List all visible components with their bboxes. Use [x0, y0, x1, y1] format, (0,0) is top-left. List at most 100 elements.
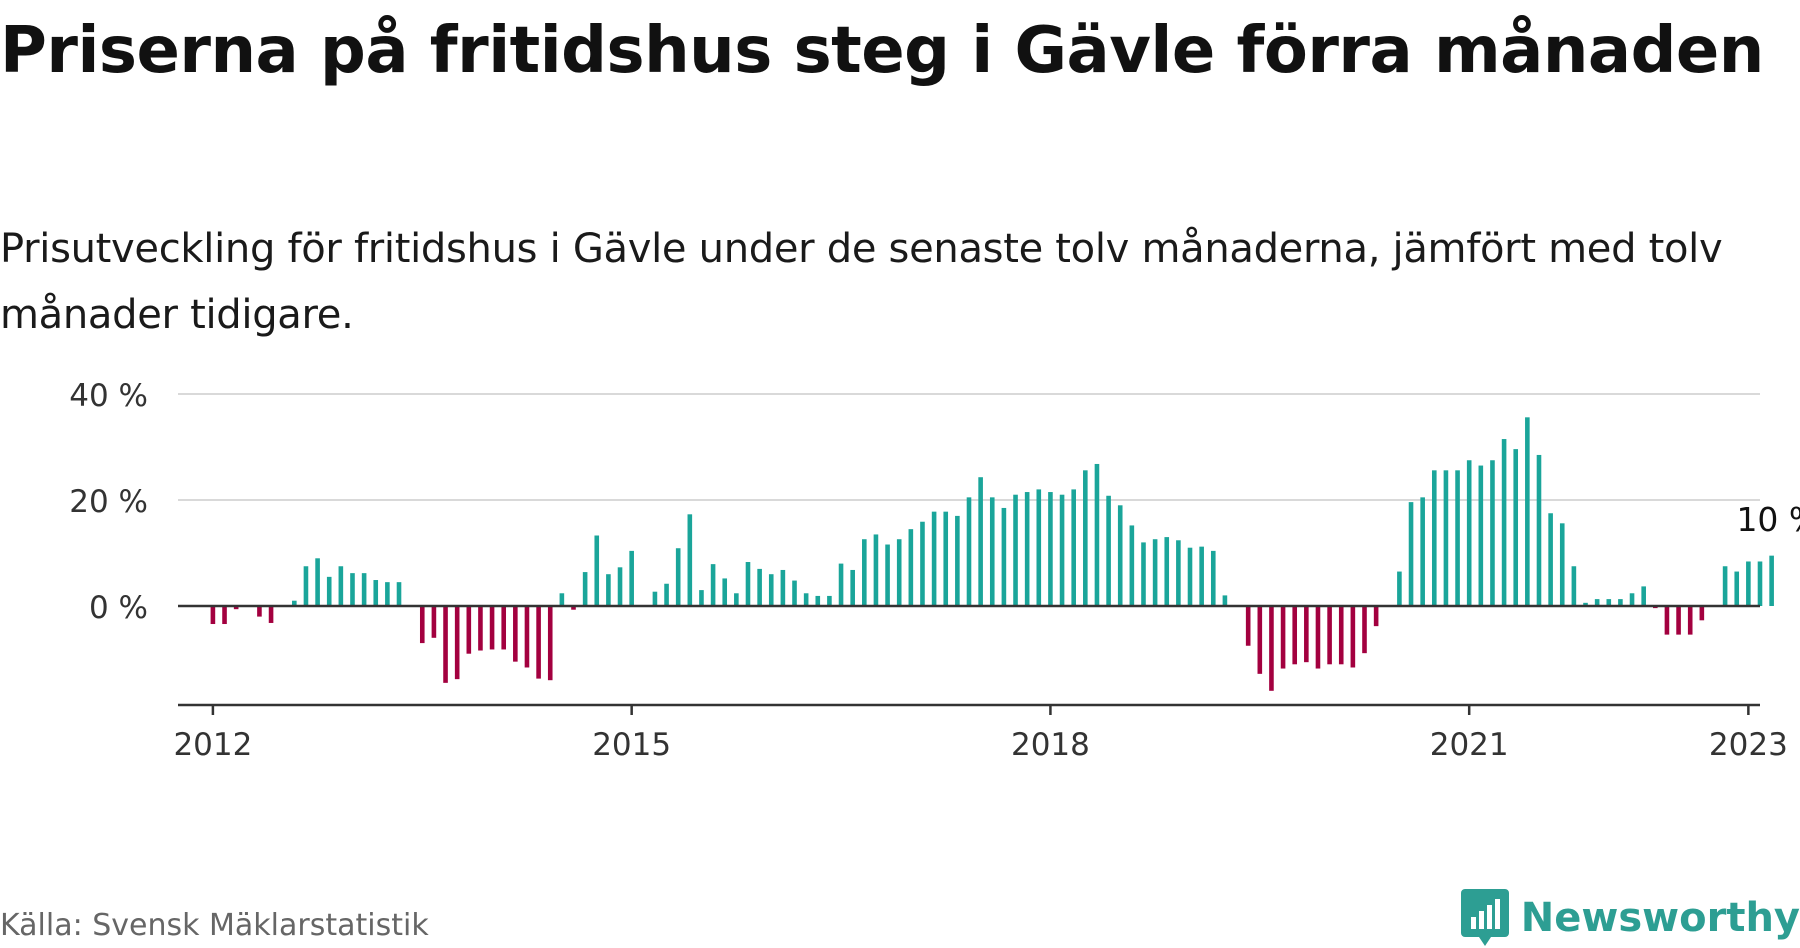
bar	[1757, 561, 1763, 606]
bar	[361, 573, 367, 606]
bar	[524, 606, 530, 668]
bar	[396, 582, 402, 606]
bar	[1292, 606, 1298, 665]
gridlines	[178, 393, 1760, 501]
axes	[178, 604, 1760, 715]
bar	[1280, 606, 1286, 669]
bar	[1222, 595, 1228, 606]
bar	[978, 477, 983, 606]
x-tick-label: 2021	[1430, 727, 1509, 763]
x-tick-label: 2012	[173, 727, 252, 763]
bar	[1583, 602, 1588, 606]
bar	[1106, 495, 1111, 606]
bar	[478, 606, 483, 651]
bar	[582, 572, 588, 606]
bar	[908, 529, 914, 606]
bar	[1466, 460, 1472, 606]
bar	[303, 566, 309, 606]
bar	[1734, 571, 1740, 606]
bar	[350, 573, 355, 606]
bar	[1606, 599, 1612, 606]
bar	[652, 591, 658, 606]
bar	[1746, 561, 1751, 606]
bar	[1664, 606, 1670, 635]
brand-logo: Newsworthy	[1460, 888, 1800, 948]
bar	[1141, 542, 1146, 606]
bar	[734, 593, 739, 606]
bar	[1431, 470, 1437, 606]
bar	[675, 548, 681, 606]
bar	[768, 574, 774, 606]
bar	[943, 511, 949, 606]
bar	[1176, 540, 1181, 606]
bar	[1676, 606, 1681, 635]
bar	[1083, 470, 1088, 606]
bar	[1699, 606, 1705, 621]
bar	[862, 539, 867, 606]
bar	[803, 593, 809, 606]
bar	[955, 515, 960, 606]
bar	[210, 606, 216, 625]
bar	[385, 582, 390, 606]
bar	[850, 569, 855, 606]
bar	[1455, 470, 1460, 606]
bar	[1687, 606, 1693, 635]
bar	[896, 539, 902, 606]
bar	[1641, 586, 1646, 606]
bar	[1001, 507, 1007, 606]
bar	[1257, 606, 1263, 674]
bar	[1629, 593, 1635, 606]
bar	[710, 564, 716, 606]
bar	[373, 580, 379, 606]
bar	[315, 558, 320, 606]
bar	[1559, 523, 1565, 606]
bar	[745, 562, 751, 606]
bar	[989, 497, 995, 606]
bar	[268, 606, 274, 623]
bar	[466, 606, 472, 654]
bar	[629, 550, 634, 606]
bar	[1152, 539, 1158, 606]
bar-chart: 0 % 20 % 40 % 2012 2015 2018 2021 2023 10 %	[69, 378, 1800, 763]
bar	[1594, 599, 1600, 606]
bars	[210, 417, 1774, 691]
bar	[1490, 460, 1495, 606]
bar	[1536, 454, 1542, 606]
brand-name: Newsworthy	[1520, 895, 1800, 941]
y-tick-label: 20 %	[69, 484, 148, 520]
x-tick-label: 2018	[1011, 727, 1090, 763]
bar	[617, 567, 623, 606]
bar	[513, 606, 518, 662]
y-tick-label: 40 %	[69, 378, 148, 414]
bar	[1315, 606, 1321, 669]
bar	[292, 600, 297, 606]
bar	[454, 606, 460, 680]
bar	[1187, 547, 1193, 606]
bar	[1373, 606, 1379, 627]
bar	[338, 566, 344, 606]
bar	[536, 606, 541, 679]
bar	[1350, 606, 1356, 668]
bar	[757, 568, 762, 606]
bar	[827, 595, 832, 606]
bar	[1164, 537, 1170, 606]
bar	[1571, 566, 1577, 606]
x-tick-label: 2015	[592, 727, 671, 763]
y-tick-label: 0 %	[89, 590, 148, 626]
bar	[1269, 606, 1274, 691]
bar	[571, 606, 576, 610]
bar	[687, 514, 693, 606]
x-tick-label: 2023	[1709, 727, 1788, 763]
bar	[920, 521, 925, 606]
bar	[1478, 465, 1484, 606]
source-note: Källa: Svensk Mäklarstatistik	[0, 908, 429, 943]
bar	[1129, 525, 1135, 606]
bar	[1199, 546, 1204, 606]
bar	[1071, 489, 1076, 606]
bar	[873, 534, 879, 606]
bar	[699, 590, 704, 606]
bar	[1420, 497, 1425, 606]
bar	[547, 606, 553, 681]
bar	[1769, 555, 1774, 606]
bar	[792, 580, 797, 606]
